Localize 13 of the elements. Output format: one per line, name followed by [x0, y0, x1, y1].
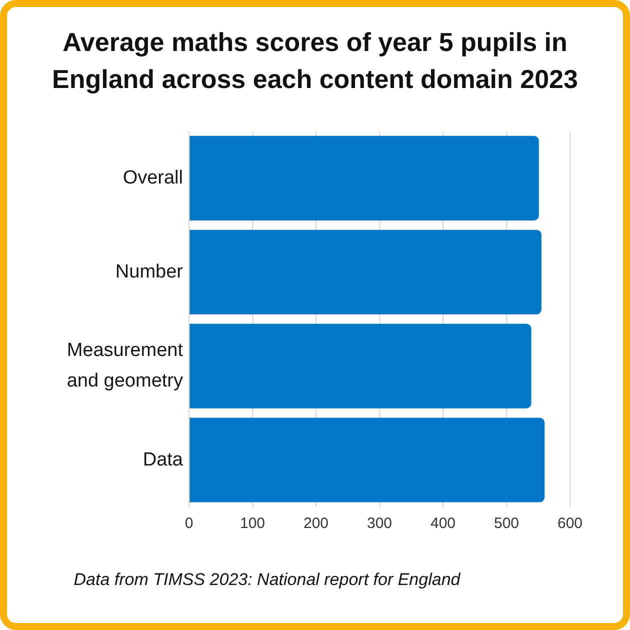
x-tick-label: 500	[494, 515, 520, 532]
y-tick-label: Number	[115, 261, 184, 282]
chart-title: Average maths scores of year 5 pupils in England across each content domain 2023	[51, 26, 579, 96]
y-tick-label: Data	[142, 449, 184, 470]
x-tick-label: 100	[240, 515, 266, 532]
x-tick-label: 400	[430, 515, 456, 532]
text: Data from TIMSS 2023: National report for England	[72, 569, 462, 591]
x-tick-label: 300	[366, 515, 392, 532]
y-tick-label: Measurement and geometry	[66, 340, 184, 392]
x-tick-label: 0	[184, 515, 194, 532]
x-tick-label: 600	[557, 515, 583, 532]
y-tick-label: Overall	[122, 167, 183, 188]
x-tick-label: 200	[303, 515, 329, 532]
